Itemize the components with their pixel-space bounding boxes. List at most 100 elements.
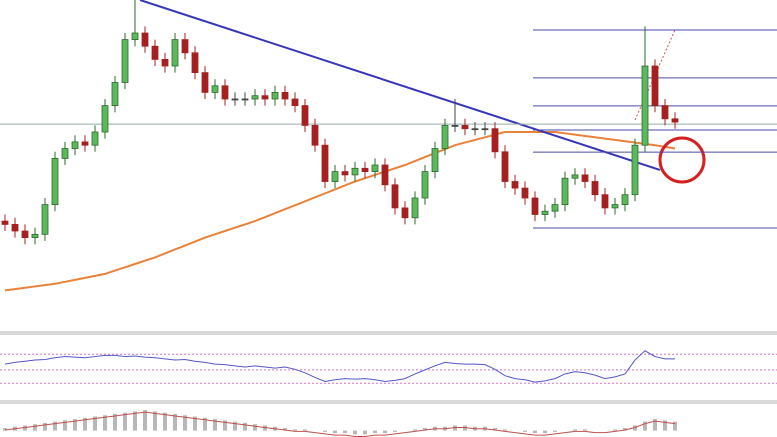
macd-bar — [653, 419, 657, 431]
macd-bar — [243, 422, 247, 431]
candle-body — [321, 144, 329, 182]
candle-body — [311, 125, 319, 146]
macd-bar — [83, 417, 87, 431]
macd-bar — [633, 425, 637, 431]
macd-bar — [353, 430, 357, 435]
candle-body — [551, 204, 559, 212]
candle-body — [161, 59, 169, 67]
macd-bar — [453, 425, 457, 431]
candle-body — [181, 39, 189, 54]
candle-body — [71, 141, 79, 149]
rsi-line — [4, 350, 675, 383]
macd-bar — [283, 428, 287, 431]
candle-body — [641, 65, 649, 146]
candle-body — [621, 194, 629, 205]
macd-signal — [4, 411, 676, 437]
candle-body — [1, 220, 9, 225]
candle-body — [251, 95, 259, 100]
macd-bar — [163, 412, 167, 431]
candle-body — [41, 204, 49, 235]
macd-bar — [553, 430, 557, 432]
candle-body — [291, 98, 299, 106]
candle-body — [21, 230, 29, 238]
candle-body — [511, 181, 519, 189]
macd-bar — [293, 429, 297, 431]
candle-body — [241, 98, 249, 101]
candle-body — [611, 204, 619, 209]
macd-bar — [583, 429, 587, 431]
candle-body — [491, 128, 499, 153]
candle-body — [521, 187, 529, 199]
macd-bar — [323, 430, 327, 432]
moving-average — [4, 131, 676, 292]
candle-body — [671, 118, 679, 123]
candle-body — [231, 98, 239, 101]
candle-body — [571, 174, 579, 179]
macd-bar — [93, 416, 97, 431]
macd-bar — [543, 430, 547, 434]
macd-bar — [383, 430, 387, 434]
macd-bar — [343, 430, 347, 434]
macd-bar — [533, 430, 537, 434]
candle-body — [271, 92, 279, 100]
macd-bar — [233, 421, 237, 431]
candle-body — [51, 157, 59, 205]
candle-body — [591, 181, 599, 196]
macd-bar — [253, 424, 257, 431]
candle-body — [101, 105, 109, 133]
candle-body — [481, 128, 489, 131]
candle-body — [531, 197, 539, 215]
macd-bar — [363, 430, 367, 435]
candle-body — [451, 125, 459, 127]
candle-body — [301, 105, 309, 126]
candle-body — [151, 45, 159, 60]
candle-body — [11, 223, 19, 232]
candle-body — [191, 52, 199, 73]
macd-bar — [393, 430, 397, 432]
candle-body — [221, 85, 229, 100]
macd-bar — [413, 429, 417, 431]
macd-bar — [183, 415, 187, 431]
candle-body — [371, 164, 379, 172]
macd-bar — [33, 424, 37, 431]
macd-bar — [23, 425, 27, 431]
macd-bar — [463, 425, 467, 431]
macd-bar — [493, 428, 497, 431]
macd-bar — [523, 430, 527, 432]
candle-body — [81, 141, 89, 146]
highlight-circle — [658, 136, 706, 184]
macd-bar — [613, 429, 617, 431]
candle-body — [631, 144, 639, 196]
candle-body — [561, 177, 569, 205]
candle-body — [431, 148, 439, 173]
macd-bar — [623, 428, 627, 431]
candle-body — [421, 171, 429, 199]
macd-bar — [423, 428, 427, 431]
macd-bar — [173, 413, 177, 431]
macd-bar — [213, 419, 217, 431]
candle-body — [501, 151, 509, 182]
macd-bar — [663, 420, 667, 431]
candle-body — [361, 167, 369, 173]
macd-bar — [263, 425, 267, 431]
candle-body — [61, 148, 69, 159]
candle-body — [541, 210, 549, 215]
panel-separator — [0, 400, 777, 404]
candle-body — [471, 128, 479, 131]
macd-bar — [3, 428, 7, 431]
macd-bar — [63, 420, 67, 431]
candle-body — [201, 72, 209, 93]
macd-bar — [53, 421, 57, 431]
candle-body — [261, 95, 269, 100]
macd-bar — [673, 421, 677, 431]
candle-body — [211, 85, 219, 93]
candle-body — [131, 32, 139, 40]
candle-body — [141, 32, 149, 47]
macd-bar — [133, 411, 137, 431]
macd-bar — [123, 412, 127, 431]
macd-bar — [503, 429, 507, 431]
macd-bar — [143, 410, 147, 431]
macd-bar — [303, 429, 307, 431]
macd-bar — [193, 416, 197, 431]
macd-bar — [223, 420, 227, 431]
